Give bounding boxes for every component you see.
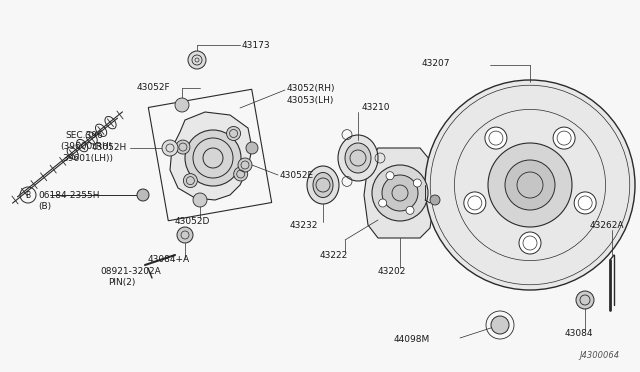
Circle shape [188,51,206,69]
Circle shape [193,193,207,207]
Text: 43052D: 43052D [175,218,211,227]
Circle shape [386,172,394,180]
Circle shape [519,232,541,254]
Circle shape [413,179,421,187]
Circle shape [234,167,248,181]
Circle shape [379,199,387,207]
Text: 43052F: 43052F [136,83,170,93]
Text: 08921-3202A: 08921-3202A [100,267,161,276]
Text: 43052H: 43052H [92,144,127,153]
Circle shape [406,206,414,214]
Circle shape [553,127,575,149]
Circle shape [238,158,252,172]
Circle shape [488,143,572,227]
Ellipse shape [345,143,371,173]
Polygon shape [170,112,252,200]
Text: 43207: 43207 [422,58,450,67]
Text: 43053(LH): 43053(LH) [287,96,334,105]
Text: (B): (B) [38,202,51,211]
Text: 43052E: 43052E [280,170,314,180]
Circle shape [137,189,149,201]
Text: 43222: 43222 [320,251,348,260]
Text: 43084: 43084 [565,330,593,339]
Circle shape [184,174,197,187]
Polygon shape [364,148,435,238]
Text: 44098M: 44098M [394,336,430,344]
Circle shape [491,316,509,334]
Text: SEC.396: SEC.396 [65,131,103,140]
Circle shape [372,165,428,221]
Circle shape [464,192,486,214]
Circle shape [425,80,635,290]
Circle shape [227,126,241,141]
Circle shape [246,142,258,154]
Text: 43052(RH): 43052(RH) [287,83,335,93]
Text: 43173: 43173 [242,41,271,49]
Text: J4300064: J4300064 [580,350,620,359]
Circle shape [175,98,189,112]
Circle shape [162,140,178,156]
Ellipse shape [313,173,333,198]
Circle shape [177,227,193,243]
Circle shape [576,291,594,309]
Circle shape [382,175,418,211]
Text: 43202: 43202 [378,267,406,276]
Text: 43084+A: 43084+A [148,256,190,264]
Text: 06184-2355H: 06184-2355H [38,190,99,199]
Text: (39600(RH): (39600(RH) [60,142,112,151]
Circle shape [505,160,555,210]
Text: 39601(LH)): 39601(LH)) [62,154,113,163]
Circle shape [185,130,241,186]
Circle shape [176,140,190,154]
Text: PIN(2): PIN(2) [108,278,136,286]
Text: 43262A: 43262A [590,221,625,230]
Text: 43232: 43232 [290,221,318,231]
Ellipse shape [307,166,339,204]
Text: 43210: 43210 [362,103,390,112]
Text: B: B [26,190,31,199]
Circle shape [485,127,507,149]
Circle shape [430,195,440,205]
Ellipse shape [338,135,378,181]
Circle shape [574,192,596,214]
